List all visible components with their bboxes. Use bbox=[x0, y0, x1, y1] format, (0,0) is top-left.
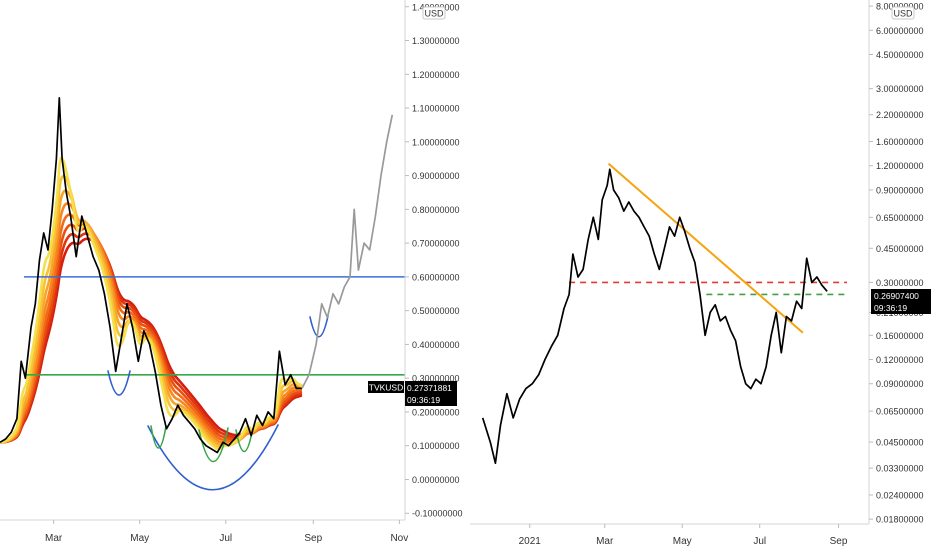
left-currency-badge bbox=[422, 6, 446, 20]
right-y-axis[interactable]: 8.000000006.000000004.500000003.00000000… bbox=[869, 2, 924, 525]
left-price-tag: TVKUSD 0.27371881 09:36:19 bbox=[368, 381, 457, 406]
right-y-tick-label: 0.03300000 bbox=[876, 464, 924, 474]
left-projection-line bbox=[301, 114, 394, 389]
right-chart-panel[interactable]: 8.000000006.000000004.500000003.00000000… bbox=[470, 0, 931, 547]
right-y-tick-label: 0.06500000 bbox=[876, 407, 924, 417]
left-x-tick-label: Sep bbox=[304, 533, 322, 544]
right-y-tick-label: 0.02400000 bbox=[876, 490, 924, 500]
left-y-tick-label: 0.20000000 bbox=[412, 407, 460, 417]
left-symbol-label: TVKUSD bbox=[369, 383, 403, 393]
right-y-tick-label: 0.12000000 bbox=[876, 355, 924, 365]
right-price-line bbox=[481, 168, 828, 465]
left-y-tick-label: 0.70000000 bbox=[412, 239, 460, 249]
left-x-tick-label: Mar bbox=[45, 533, 63, 544]
right-x-tick-label: Jul bbox=[753, 536, 766, 547]
ema-ribbon bbox=[0, 157, 303, 451]
right-y-tick-label: 6.00000000 bbox=[876, 26, 924, 36]
right-y-tick-label: 1.60000000 bbox=[876, 137, 924, 147]
left-y-tick-label: 0.50000000 bbox=[412, 306, 460, 316]
left-x-tick-label: May bbox=[130, 533, 149, 544]
left-y-tick-label: -0.10000000 bbox=[412, 509, 463, 519]
left-countdown: 09:36:19 bbox=[407, 395, 440, 405]
right-currency-badge bbox=[891, 6, 915, 20]
cup-annotation bbox=[150, 425, 167, 449]
left-y-tick-label: 0.30000000 bbox=[412, 374, 460, 384]
left-x-tick-label: Nov bbox=[390, 533, 408, 544]
right-y-tick-label: 0.04500000 bbox=[876, 438, 924, 448]
right-x-axis[interactable]: 2021 Mar May Jul Sep bbox=[519, 524, 848, 547]
left-y-tick-label: 1.30000000 bbox=[412, 36, 460, 46]
right-y-tick-label: 0.90000000 bbox=[876, 185, 924, 195]
left-y-tick-label: 0.60000000 bbox=[412, 272, 460, 282]
cup-annotation bbox=[309, 315, 329, 338]
left-y-tick-label: 0.40000000 bbox=[412, 340, 460, 350]
right-price-tag: 0.26907400 09:36:19 bbox=[871, 289, 931, 314]
left-y-tick-label: 1.00000000 bbox=[412, 137, 460, 147]
left-chart-panel[interactable]: 1.400000001.300000001.200000001.10000000… bbox=[0, 0, 463, 544]
right-x-tick-label: 2021 bbox=[519, 536, 542, 547]
right-y-tick-label: 0.45000000 bbox=[876, 244, 924, 254]
left-y-tick-label: 0.10000000 bbox=[412, 441, 460, 451]
left-price-line bbox=[0, 97, 302, 454]
right-y-tick-label: 4.50000000 bbox=[876, 50, 924, 60]
left-y-tick-label: 1.20000000 bbox=[412, 70, 460, 80]
right-y-tick-label: 3.00000000 bbox=[876, 84, 924, 94]
right-trendline bbox=[607, 162, 804, 334]
left-y-tick-label: 0.80000000 bbox=[412, 205, 460, 215]
left-currency-label: USD bbox=[424, 9, 444, 19]
right-y-tick-label: 0.16000000 bbox=[876, 331, 924, 341]
left-y-tick-label: 0.90000000 bbox=[412, 171, 460, 181]
right-y-tick-label: 0.65000000 bbox=[876, 213, 924, 223]
right-x-tick-label: May bbox=[673, 536, 692, 547]
right-countdown: 09:36:19 bbox=[874, 303, 907, 313]
left-y-tick-label: 0.00000000 bbox=[412, 475, 460, 485]
right-x-tick-label: Mar bbox=[596, 536, 614, 547]
right-currency-label: USD bbox=[893, 9, 913, 19]
left-price-value: 0.27371881 bbox=[407, 383, 452, 393]
right-y-tick-label: 1.20000000 bbox=[876, 161, 924, 171]
right-y-tick-label: 0.30000000 bbox=[876, 278, 924, 288]
right-y-tick-label: 0.01800000 bbox=[876, 515, 924, 525]
left-y-tick-label: 1.10000000 bbox=[412, 104, 460, 114]
left-x-tick-label: Jul bbox=[219, 533, 232, 544]
right-y-tick-label: 2.20000000 bbox=[876, 110, 924, 120]
right-price-value: 0.26907400 bbox=[874, 291, 919, 301]
right-x-tick-label: Sep bbox=[830, 536, 848, 547]
cup-annotation bbox=[147, 424, 279, 491]
cup-annotation bbox=[107, 370, 131, 396]
right-y-tick-label: 0.09000000 bbox=[876, 379, 924, 389]
left-x-axis[interactable]: Mar May Jul Sep Nov bbox=[45, 520, 408, 544]
left-y-axis[interactable]: 1.400000001.300000001.200000001.10000000… bbox=[405, 2, 463, 519]
ema-ribbon-line bbox=[0, 157, 303, 451]
